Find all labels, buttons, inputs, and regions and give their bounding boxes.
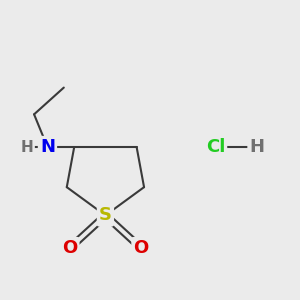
Text: H: H bbox=[20, 140, 33, 154]
Text: O: O bbox=[134, 239, 149, 257]
Text: S: S bbox=[99, 206, 112, 224]
Text: N: N bbox=[40, 138, 55, 156]
Text: H: H bbox=[250, 138, 265, 156]
Text: O: O bbox=[62, 239, 77, 257]
Text: Cl: Cl bbox=[206, 138, 225, 156]
